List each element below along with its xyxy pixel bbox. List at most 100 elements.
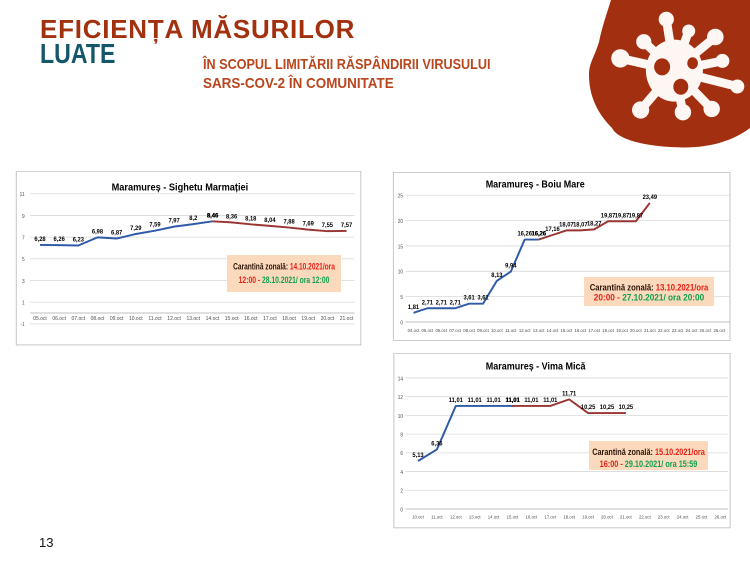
svg-text:11.oct: 11.oct [505,328,517,333]
svg-text:18.oct: 18.oct [563,514,576,519]
svg-text:19.oct: 19.oct [301,316,315,322]
svg-text:16,26: 16,26 [517,231,532,237]
svg-text:Maramureș - Vima Mică: Maramureș - Vima Mică [486,361,586,373]
svg-text:21.oct: 21.oct [340,316,354,322]
svg-text:18.oct: 18.oct [602,328,615,333]
svg-text:12.oct: 12.oct [167,316,181,322]
svg-text:16.oct: 16.oct [526,514,539,519]
svg-text:05.oct: 05.oct [422,328,435,333]
svg-text:24.oct: 24.oct [686,328,699,333]
svg-text:16.oct: 16.oct [244,316,258,322]
svg-text:20.oct: 20.oct [321,316,335,322]
svg-text:07.oct: 07.oct [72,316,86,322]
svg-text:11,01: 11,01 [543,398,558,404]
svg-text:-1: -1 [20,322,24,328]
svg-text:12:00 - 28.10.2021/ ora 12:00: 12:00 - 28.10.2021/ ora 12:00 [239,275,330,285]
svg-text:15.oct: 15.oct [507,514,520,519]
svg-text:21.oct: 21.oct [620,514,633,519]
svg-text:6,36: 6,36 [431,441,443,447]
svg-text:12: 12 [398,395,403,401]
svg-text:19,87: 19,87 [615,213,630,219]
svg-text:6,26: 6,26 [54,237,66,243]
svg-text:13.oct: 13.oct [533,328,546,333]
svg-text:19,87: 19,87 [629,213,644,219]
svg-text:11.oct: 11.oct [148,316,162,322]
svg-text:14.oct: 14.oct [206,316,220,322]
svg-text:18,07: 18,07 [573,222,588,228]
svg-text:9: 9 [22,214,25,220]
svg-text:7,57: 7,57 [341,223,353,229]
svg-text:4: 4 [400,470,403,476]
svg-text:23,49: 23,49 [643,195,658,201]
svg-text:3,61: 3,61 [477,296,489,302]
svg-text:11.oct: 11.oct [431,514,443,519]
svg-text:Carantină zonală: 14.10.2021/o: Carantină zonală: 14.10.2021/ora [233,262,335,272]
svg-text:25.oct: 25.oct [696,514,709,519]
svg-text:5: 5 [22,257,25,263]
svg-text:16:00 - 29.10.2021/ ora 15:59: 16:00 - 29.10.2021/ ora 15:59 [600,458,698,469]
svg-text:11,71: 11,71 [562,391,577,397]
svg-text:6,28: 6,28 [34,237,46,243]
svg-text:23.oct: 23.oct [658,514,671,519]
svg-text:10,25: 10,25 [600,405,615,411]
svg-text:8,46: 8,46 [207,213,219,219]
svg-text:10.oct: 10.oct [412,514,425,519]
svg-text:Maramureș - Sighetu Marmației: Maramureș - Sighetu Marmației [112,182,249,194]
svg-text:10,25: 10,25 [619,405,634,411]
svg-text:2,71: 2,71 [450,300,462,306]
svg-text:16,26: 16,26 [531,231,546,237]
svg-text:04.oct: 04.oct [408,328,421,333]
svg-text:15.oct: 15.oct [225,316,239,322]
svg-text:5,13: 5,13 [412,453,424,459]
svg-text:8: 8 [400,432,403,438]
svg-text:20: 20 [398,219,403,225]
svg-text:10: 10 [398,269,403,275]
svg-text:24.oct: 24.oct [677,514,690,519]
svg-text:20:00 - 27.10.2021/ ora 20:00: 20:00 - 27.10.2021/ ora 20:00 [594,292,704,303]
svg-text:8,36: 8,36 [226,214,238,220]
svg-text:16,26: 16,26 [532,231,547,237]
svg-text:7,97: 7,97 [168,219,180,225]
svg-text:14.oct: 14.oct [547,328,560,333]
svg-text:19.oct: 19.oct [582,514,595,519]
svg-text:1,81: 1,81 [408,305,420,311]
svg-text:10.oct: 10.oct [129,316,143,322]
svg-text:19.oct: 19.oct [616,328,629,333]
svg-text:18.oct: 18.oct [282,316,296,322]
svg-text:17,16: 17,16 [545,227,560,233]
svg-text:15.oct: 15.oct [561,328,574,333]
svg-text:05.oct: 05.oct [33,316,47,322]
svg-text:21.oct: 21.oct [644,328,657,333]
svg-text:8,2: 8,2 [189,216,198,222]
svg-text:Carantină zonală: 13.10.2021/o: Carantină zonală: 13.10.2021/ora [590,282,709,293]
svg-text:26.oct: 26.oct [715,514,728,519]
svg-text:11,01: 11,01 [468,398,483,404]
svg-text:10,25: 10,25 [581,405,596,411]
svg-text:11,01: 11,01 [487,398,502,404]
svg-text:13.oct: 13.oct [469,514,482,519]
svg-text:11,01: 11,01 [506,398,521,404]
svg-text:8,13: 8,13 [491,273,503,279]
svg-text:7,88: 7,88 [283,219,295,225]
svg-text:3: 3 [22,279,25,285]
svg-text:11: 11 [20,192,25,198]
svg-text:12.oct: 12.oct [519,328,532,333]
svg-text:17.oct: 17.oct [544,514,557,519]
svg-text:22.oct: 22.oct [658,328,671,333]
svg-text:09.oct: 09.oct [110,316,124,322]
svg-text:10: 10 [398,413,403,419]
svg-text:19,87: 19,87 [601,213,616,219]
svg-text:17.oct: 17.oct [263,316,277,322]
svg-text:11,01: 11,01 [524,398,539,404]
svg-text:8,18: 8,18 [245,216,257,222]
svg-text:14.oct: 14.oct [488,514,501,519]
svg-text:2: 2 [400,488,403,494]
svg-text:8,04: 8,04 [264,218,276,224]
svg-text:13.oct: 13.oct [186,316,200,322]
svg-text:11,01: 11,01 [505,398,520,404]
svg-text:14: 14 [398,376,403,382]
svg-text:26.oct: 26.oct [713,328,726,333]
svg-text:23.oct: 23.oct [672,328,685,333]
svg-text:25.oct: 25.oct [700,328,713,333]
svg-text:7,69: 7,69 [303,222,315,228]
